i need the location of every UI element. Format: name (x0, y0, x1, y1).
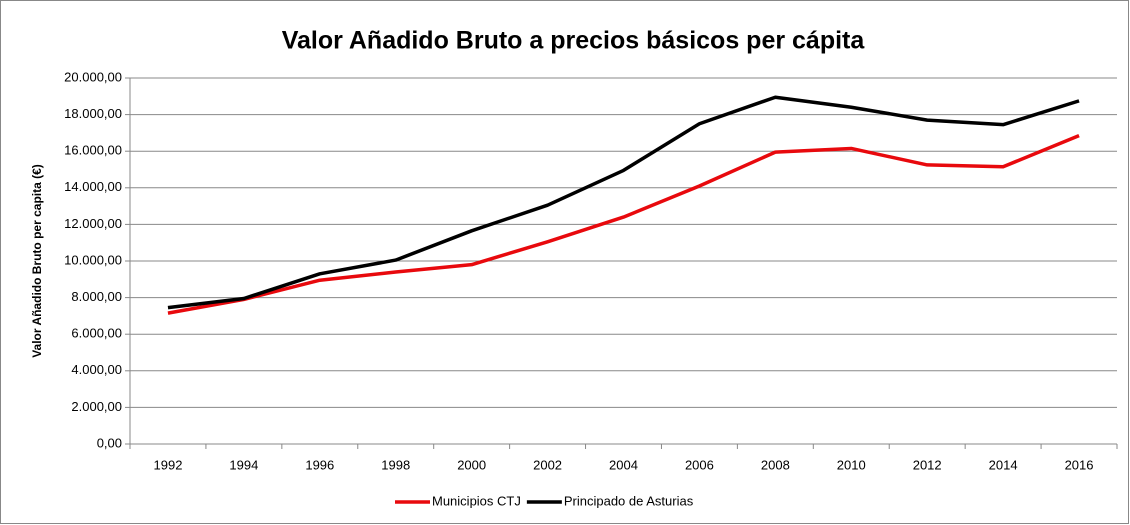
x-tick-label: 2010 (837, 457, 866, 472)
x-tick-label: 1996 (305, 457, 334, 472)
x-tick-label: 2008 (761, 457, 790, 472)
legend-label: Principado de Asturias (564, 493, 694, 508)
y-tick-label: 0,00 (97, 435, 122, 450)
x-tick-label: 2000 (457, 457, 486, 472)
y-tick-label: 4.000,00 (71, 362, 122, 377)
x-tick-label: 1994 (229, 457, 258, 472)
x-tick-label: 1992 (154, 457, 183, 472)
x-tick-label: 2014 (989, 457, 1018, 472)
y-tick-label: 18.000,00 (64, 106, 122, 121)
y-tick-label: 14.000,00 (64, 179, 122, 194)
y-tick-label: 20.000,00 (64, 69, 122, 84)
x-tick-label: 1998 (381, 457, 410, 472)
series-line (167, 95, 1080, 310)
y-tick-label: 6.000,00 (71, 326, 122, 341)
y-tick-label: 16.000,00 (64, 143, 122, 158)
x-tick-label: 2006 (685, 457, 714, 472)
x-tick-label: 2016 (1065, 457, 1094, 472)
x-tick-label: 2004 (609, 457, 638, 472)
y-tick-label: 8.000,00 (71, 289, 122, 304)
x-tick-label: 2002 (533, 457, 562, 472)
y-tick-label: 2.000,00 (71, 399, 122, 414)
legend-label: Municipios CTJ (432, 493, 521, 508)
y-tick-label: 12.000,00 (64, 216, 122, 231)
x-tick-label: 2012 (913, 457, 942, 472)
series-line (167, 134, 1080, 315)
y-tick-label: 10.000,00 (64, 252, 122, 267)
chart-title: Valor Añadido Bruto a precios básicos pe… (282, 27, 866, 55)
y-axis-title: Valor Añadido Bruto per capita (€) (30, 164, 44, 358)
